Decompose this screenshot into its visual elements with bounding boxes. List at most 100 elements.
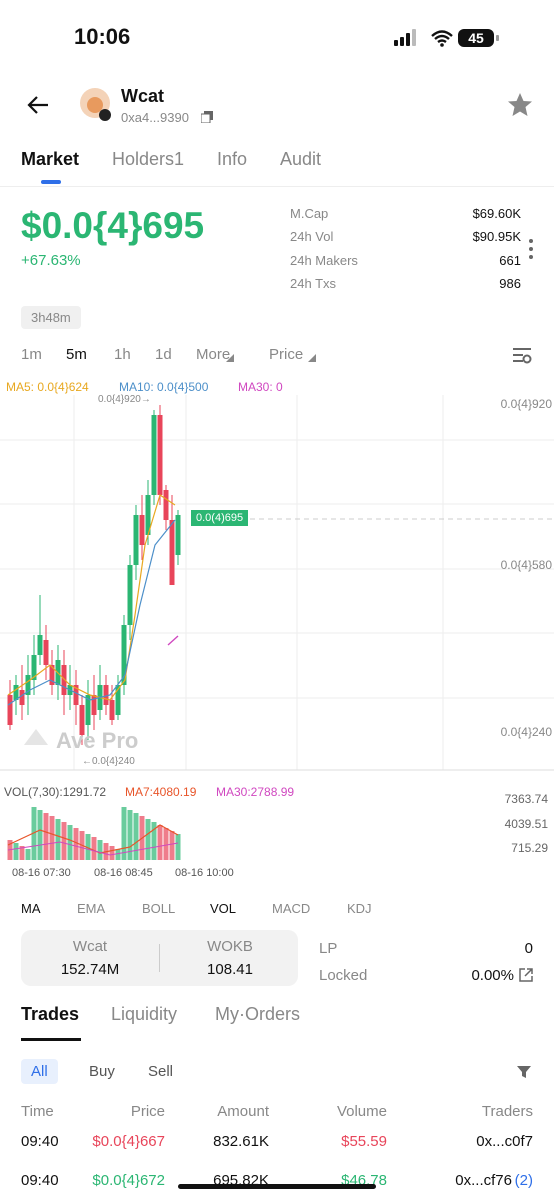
cell: $0.0{4}667 (92, 1133, 165, 1150)
tab[interactable]: Market (21, 149, 80, 169)
cell: 09:40 (21, 1172, 59, 1189)
cell: $0.0{4}672 (92, 1172, 165, 1189)
candle-body (109, 700, 115, 720)
candle-body (49, 816, 55, 860)
candle-body (19, 690, 25, 705)
pool-token-amount: 152.74M (60, 961, 120, 978)
time-label: 08-16 10:00 (175, 867, 234, 879)
locked-label: Locked (319, 967, 368, 984)
candle-body (157, 415, 163, 495)
tab[interactable]: Audit (280, 149, 322, 169)
trade-tab[interactable]: Trades (21, 1004, 80, 1024)
candle-body (115, 685, 121, 715)
chart-settings[interactable] (512, 346, 532, 364)
interval[interactable]: 1d (155, 346, 172, 363)
cell: 09:40 (21, 1133, 59, 1150)
clock: 10:06 (74, 24, 131, 49)
external-link[interactable] (519, 968, 533, 982)
candle-body (67, 825, 73, 860)
candle-body (31, 655, 37, 680)
candle-body (145, 495, 151, 535)
time-label: 08-16 08:45 (94, 867, 153, 879)
tab-indicator (41, 180, 61, 184)
cell: $55.59 (341, 1133, 387, 1150)
ma30: MA30: 0 (238, 380, 283, 394)
ma10: MA10: 0.0{4}500 (119, 380, 209, 394)
candle-body (115, 849, 121, 860)
candle-body (7, 695, 13, 725)
column-header: Volume (336, 1103, 387, 1120)
indicator[interactable]: MACD (272, 901, 311, 916)
token-address: 0xa4...9390 (121, 110, 189, 125)
candle-body (85, 695, 91, 725)
interval[interactable]: 1h (114, 346, 131, 363)
stat-value: $90.95K (472, 229, 521, 245)
y-label: 0.0{4}240 (500, 725, 552, 739)
filter[interactable]: Buy (89, 1063, 115, 1080)
time-label: 08-16 07:30 (12, 867, 71, 879)
copy-icon[interactable] (201, 111, 213, 123)
filter[interactable]: Sell (148, 1063, 174, 1080)
cell: 832.61K (213, 1133, 269, 1150)
trade-tab[interactable]: My·Orders (215, 1004, 300, 1024)
stat-value: $69.60K (472, 206, 521, 221)
tab[interactable]: Holders1 (112, 149, 185, 169)
candle-body (61, 822, 67, 860)
candle-body (133, 515, 139, 565)
trade-tab[interactable]: Liquidity (111, 1004, 178, 1024)
pool-token-name: WOKB (207, 938, 253, 955)
candle-body (85, 834, 91, 860)
candle-body (19, 846, 25, 860)
candle-body (151, 822, 157, 860)
divider (0, 186, 554, 187)
candle-body (13, 685, 19, 700)
candle-body (37, 635, 43, 655)
indicator[interactable]: EMA (77, 901, 106, 916)
price-change: +67.63% (21, 252, 81, 269)
interval[interactable]: 1m (21, 346, 42, 363)
interval[interactable]: More (196, 346, 231, 363)
indicator[interactable]: KDJ (347, 901, 372, 916)
stat-label: 24h Vol (290, 229, 334, 245)
age-chip: 3h48m (21, 306, 81, 329)
candle-body (163, 828, 169, 860)
cell: 0x...c0f7 (476, 1133, 533, 1150)
tab[interactable]: Info (217, 149, 248, 169)
volume-legend-item: VOL(7,30):1291.72 (4, 785, 107, 799)
candle-body (157, 825, 163, 860)
more-menu[interactable] (528, 238, 534, 260)
candle-body (25, 675, 31, 695)
candle-body (169, 520, 175, 585)
candle-body (61, 665, 67, 695)
lp-label: LP (319, 940, 338, 957)
candle-body (37, 810, 43, 860)
indicator[interactable]: MA (21, 901, 41, 916)
column-header: Amount (217, 1103, 269, 1120)
candle-body (55, 819, 61, 860)
filter[interactable]: All (21, 1059, 58, 1084)
candle-body (31, 807, 37, 860)
pool-token-amount: 108.41 (207, 961, 253, 978)
column-header: Time (21, 1103, 54, 1120)
candle-body (97, 840, 103, 860)
locked-value: 0.00% (471, 967, 514, 984)
indicator[interactable]: VOL (210, 901, 237, 916)
y-label: 0.0{4}580 (500, 558, 552, 572)
volume-legend-item: MA7:4080.19 (125, 785, 197, 799)
candle-body (25, 849, 31, 860)
interval[interactable]: 5m (66, 346, 87, 363)
candle-body (91, 837, 97, 860)
back-button[interactable] (26, 94, 50, 116)
interval[interactable]: Price (269, 346, 304, 363)
candle-body (127, 565, 133, 625)
stat-value: 986 (499, 275, 521, 291)
indicator[interactable]: BOLL (142, 901, 176, 916)
candle-body (91, 695, 97, 715)
filter-icon[interactable] (516, 1064, 532, 1080)
candle-body (121, 625, 127, 685)
favorite-star[interactable] (507, 92, 533, 118)
stat-value: 661 (499, 252, 521, 268)
volume-legend-item: MA30:2788.99 (216, 785, 295, 799)
candle-body (49, 665, 55, 685)
